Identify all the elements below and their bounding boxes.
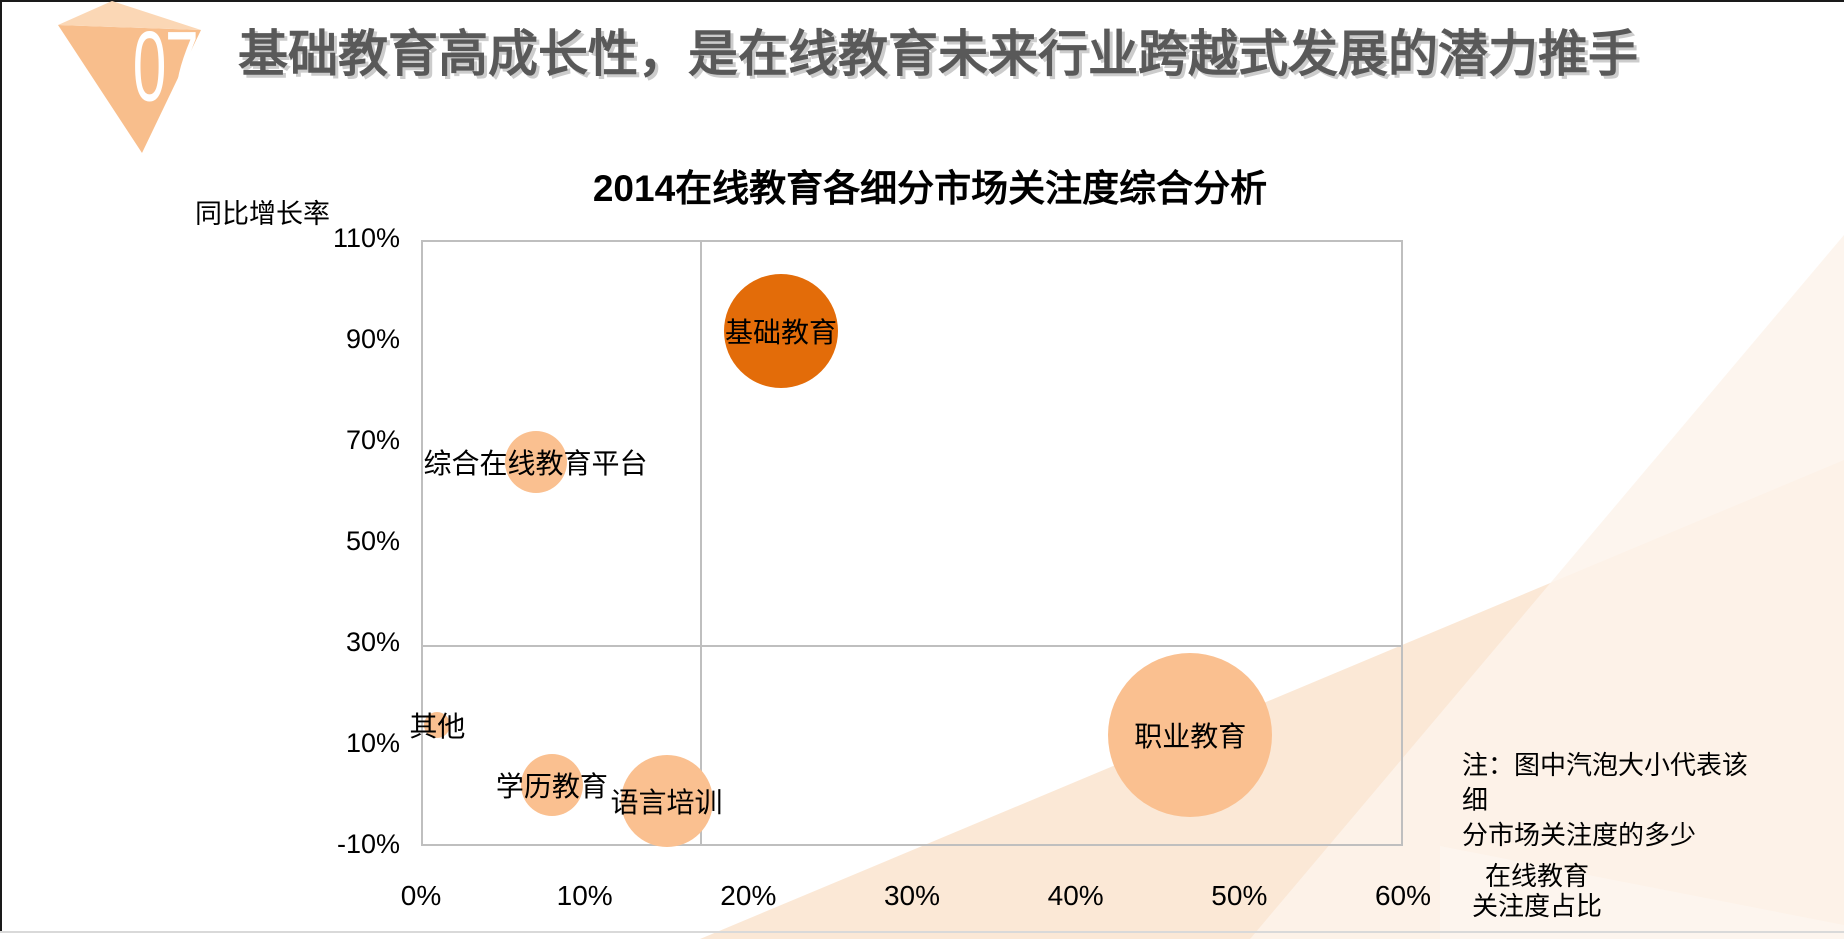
slide-title: 基础教育高成长性，是在线教育未来行业跨越式发展的潜力推手 [238,26,1638,82]
slide-top-border [0,0,1844,2]
background-triangle-light [1250,235,1844,939]
plot-area [421,240,1403,846]
background-triangle-bottom [1440,846,1844,939]
slide-number-badge: 07 [40,0,270,170]
quadrant-divider-horizontal [423,645,1401,647]
y-axis-title: 同比增长率 [195,199,330,229]
slide-left-border [0,0,2,933]
x-axis-title: 在线教育 关注度占比 [1471,861,1602,921]
badge-number: 07 [132,10,199,122]
chart-note: 注：图中汽泡大小代表该细 分市场关注度的多少 [1462,750,1749,850]
quadrant-divider-vertical [700,242,703,844]
badge-triangle-icon [58,25,201,153]
badge-triangle-facet-icon [58,1,201,30]
slide-bottom-border [0,931,1844,933]
chart-title: 2014在线教育各细分市场关注度综合分析 [592,168,1268,209]
